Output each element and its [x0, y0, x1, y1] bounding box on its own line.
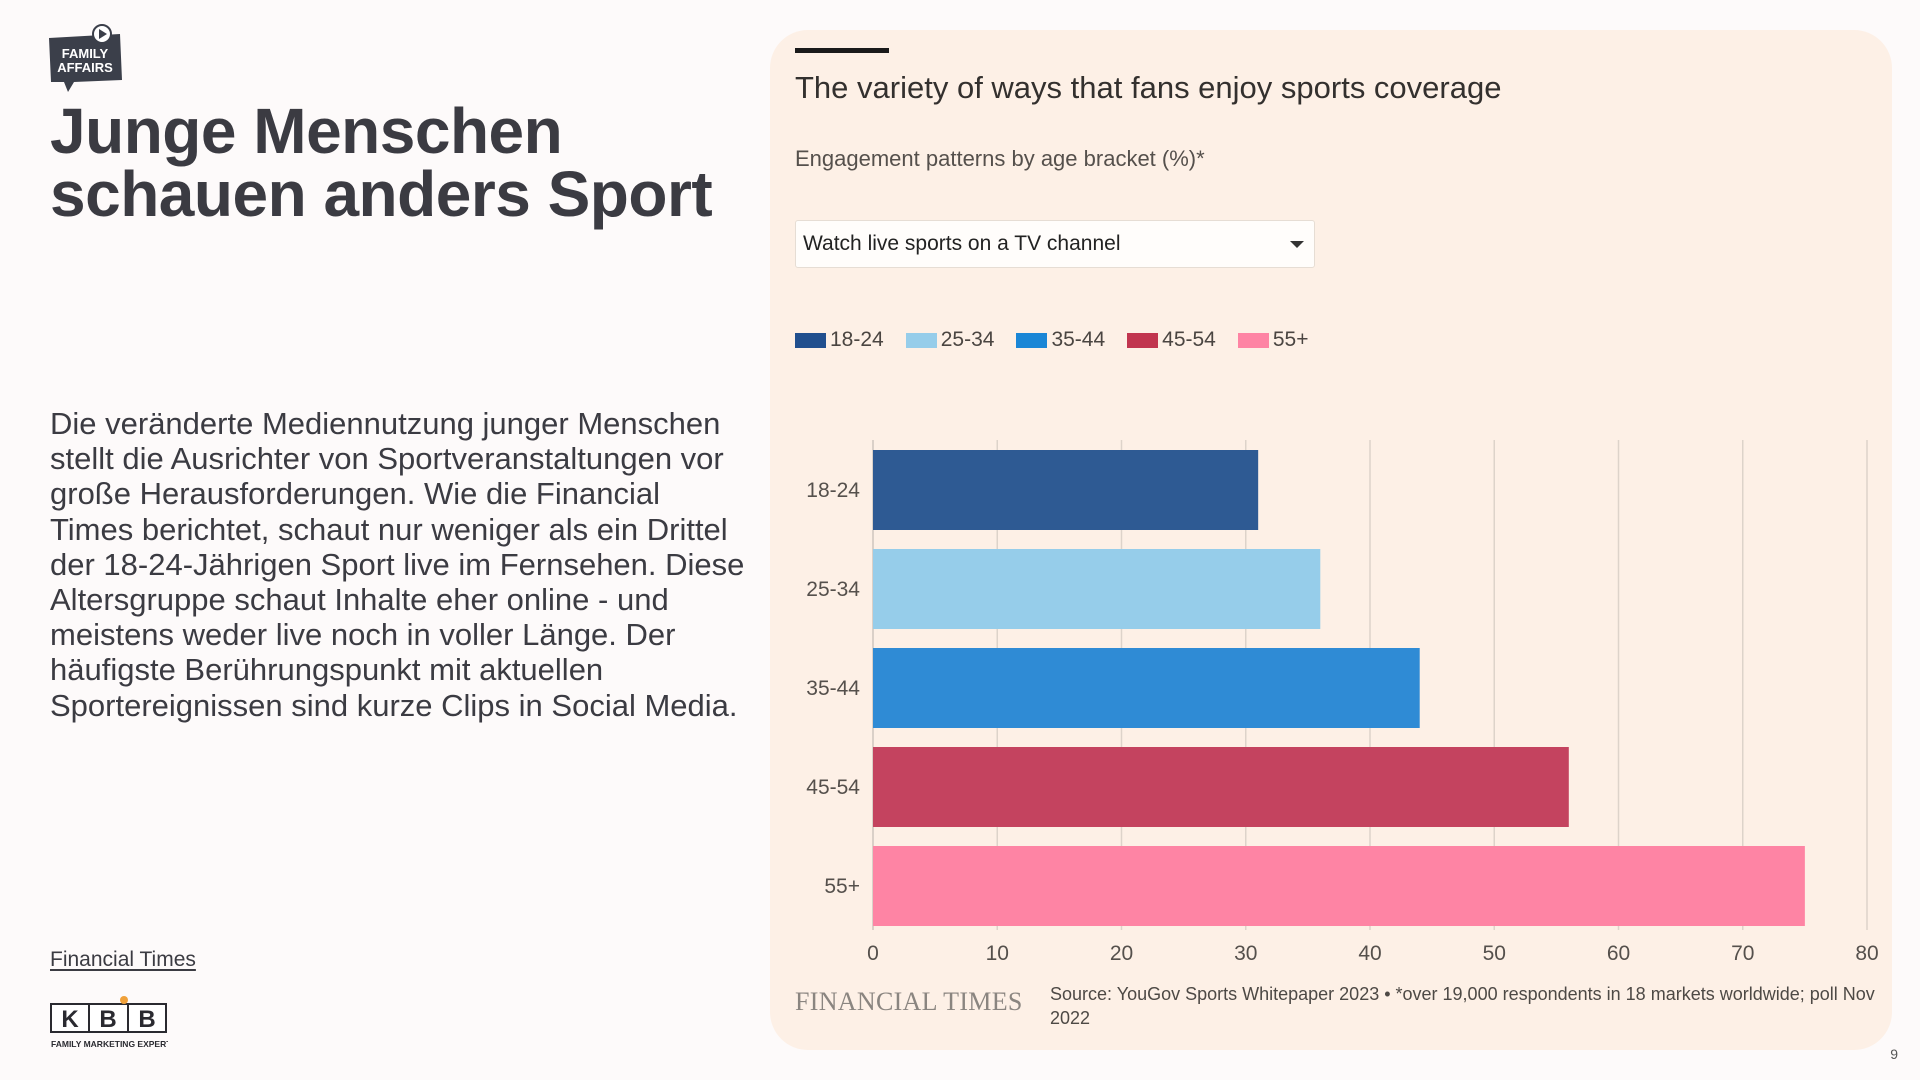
family-affairs-logo: FAMILY AFFAIRS: [46, 24, 124, 94]
bar-18-24[interactable]: [873, 450, 1259, 530]
legend-swatch: [1237, 332, 1269, 348]
x-tick-label: 10: [986, 942, 1009, 965]
y-category-label: 35-44: [806, 677, 860, 700]
chevron-down-icon: [1290, 240, 1304, 248]
footer-source-note: Source: YouGov Sports Whitepaper 2023 • …: [1050, 984, 1875, 1028]
card-top-rule: [795, 48, 889, 53]
x-tick-label: 50: [1483, 942, 1506, 965]
legend-item-0: 18-24: [795, 328, 884, 352]
kbb-letter-3: B: [138, 1006, 155, 1033]
bar-25-34[interactable]: [873, 549, 1321, 629]
dropdown-selected-value: Watch live sports on a TV channel: [803, 232, 1121, 255]
chart-subtitle: Engagement patterns by age bracket (%)*: [795, 146, 1205, 171]
logo-text-line1: FAMILY: [62, 46, 109, 61]
y-category-label: 25-34: [806, 578, 860, 601]
play-icon: [99, 29, 107, 39]
bar-chart: 0 10 20 30 40 50 60 70 80 18-24 25-34 35-44 45-54 55+: [806, 440, 1879, 965]
y-category-label: 18-24: [806, 479, 860, 502]
bar-55+[interactable]: [873, 846, 1805, 926]
kbb-dot-icon: [120, 996, 128, 1004]
x-tick-label: 20: [1110, 942, 1133, 965]
metric-dropdown[interactable]: Watch live sports on a TV channel: [795, 220, 1315, 268]
legend-label: 55+: [1272, 328, 1309, 351]
legend-swatch: [905, 332, 937, 348]
bar-35-44[interactable]: [873, 648, 1420, 728]
page-number: 9: [1890, 1046, 1898, 1062]
x-tick-label: 80: [1855, 942, 1878, 965]
y-category-label: 45-54: [806, 776, 860, 799]
footer-ft-brand: FINANCIAL TIMES: [795, 987, 1023, 1016]
legend-item-2: 35-44: [1016, 328, 1105, 352]
legend-label: 25-34: [940, 328, 995, 351]
x-tick-label: 30: [1234, 942, 1257, 965]
logo-text-line2: AFFAIRS: [57, 60, 113, 75]
chart-title: The variety of ways that fans enjoy spor…: [795, 70, 1502, 105]
chart-legend: 18-24 25-34 35-44 45-54 55+: [795, 328, 1331, 352]
legend-label: 18-24: [830, 328, 884, 351]
kbb-letter-1: K: [61, 1006, 79, 1033]
legend-swatch: [1127, 332, 1159, 348]
legend-swatch: [795, 332, 826, 348]
legend-item-1: 25-34: [905, 328, 995, 352]
chart-card: The variety of ways that fans enjoy spor…: [770, 30, 1892, 1050]
bar-45-54[interactable]: [873, 747, 1569, 827]
page-title: Junge Menschen schauen anders Sport: [50, 95, 713, 230]
kbb-logo: K B B FAMILY MARKETING EXPERTS: [50, 993, 177, 1053]
kbb-tagline: FAMILY MARKETING EXPERTS: [51, 1039, 168, 1049]
kbb-letter-2: B: [99, 1006, 116, 1033]
source-link[interactable]: Financial Times: [50, 948, 196, 971]
x-tick-label: 60: [1607, 942, 1630, 965]
body-paragraph: Die veränderte Mediennutzung junger Mens…: [50, 406, 745, 723]
legend-item-4: 55+: [1237, 328, 1309, 352]
x-tick-label: 40: [1358, 942, 1381, 965]
legend-item-3: 45-54: [1127, 328, 1216, 352]
legend-label: 35-44: [1051, 328, 1106, 351]
x-tick-label: 0: [867, 942, 879, 965]
y-category-label: 55+: [824, 875, 860, 898]
legend-label: 45-54: [1162, 328, 1216, 351]
x-tick-label: 70: [1731, 942, 1754, 965]
legend-swatch: [1016, 332, 1048, 348]
